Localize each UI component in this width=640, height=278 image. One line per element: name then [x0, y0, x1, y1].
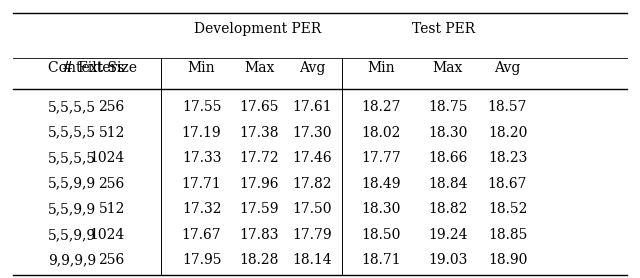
Text: 19.03: 19.03	[428, 254, 468, 267]
Text: 18.14: 18.14	[292, 254, 332, 267]
Text: 5,5,5,5: 5,5,5,5	[48, 151, 96, 165]
Text: 18.75: 18.75	[428, 100, 468, 114]
Text: 9,9,9,9: 9,9,9,9	[48, 254, 96, 267]
Text: 18.84: 18.84	[428, 177, 468, 191]
Text: 17.46: 17.46	[292, 151, 332, 165]
Text: 18.85: 18.85	[488, 228, 527, 242]
Text: 18.50: 18.50	[361, 228, 401, 242]
Text: 17.61: 17.61	[292, 100, 332, 114]
Text: 17.19: 17.19	[182, 126, 221, 140]
Text: 256: 256	[99, 254, 125, 267]
Text: 17.65: 17.65	[239, 100, 279, 114]
Text: 17.55: 17.55	[182, 100, 221, 114]
Text: 1024: 1024	[90, 228, 125, 242]
Text: Test PER: Test PER	[412, 22, 475, 36]
Text: 18.30: 18.30	[361, 202, 401, 216]
Text: 17.33: 17.33	[182, 151, 221, 165]
Text: 5,5,9,9: 5,5,9,9	[48, 177, 96, 191]
Text: 18.23: 18.23	[488, 151, 527, 165]
Text: 512: 512	[99, 202, 125, 216]
Text: 17.82: 17.82	[292, 177, 332, 191]
Text: 17.50: 17.50	[292, 202, 332, 216]
Text: 17.72: 17.72	[239, 151, 279, 165]
Text: 5,5,9,9: 5,5,9,9	[48, 202, 96, 216]
Text: 256: 256	[99, 177, 125, 191]
Text: 18.71: 18.71	[361, 254, 401, 267]
Text: 18.67: 18.67	[488, 177, 527, 191]
Text: 18.28: 18.28	[239, 254, 279, 267]
Text: Avg: Avg	[299, 61, 326, 75]
Text: Avg: Avg	[494, 61, 521, 75]
Text: 17.67: 17.67	[182, 228, 221, 242]
Text: 18.20: 18.20	[488, 126, 527, 140]
Text: 5,5,5,5: 5,5,5,5	[48, 126, 96, 140]
Text: Max: Max	[433, 61, 463, 75]
Text: 18.82: 18.82	[428, 202, 468, 216]
Text: 5,5,5,5: 5,5,5,5	[48, 100, 96, 114]
Text: 512: 512	[99, 126, 125, 140]
Text: 17.71: 17.71	[182, 177, 221, 191]
Text: Max: Max	[244, 61, 275, 75]
Text: Context Size: Context Size	[48, 61, 137, 75]
Text: 18.57: 18.57	[488, 100, 527, 114]
Text: 19.24: 19.24	[428, 228, 468, 242]
Text: # Filters: # Filters	[63, 61, 125, 75]
Text: 18.66: 18.66	[428, 151, 468, 165]
Text: 17.79: 17.79	[292, 228, 332, 242]
Text: 18.90: 18.90	[488, 254, 527, 267]
Text: Min: Min	[188, 61, 216, 75]
Text: 17.95: 17.95	[182, 254, 221, 267]
Text: 17.38: 17.38	[239, 126, 279, 140]
Text: Min: Min	[367, 61, 395, 75]
Text: 18.52: 18.52	[488, 202, 527, 216]
Text: 17.30: 17.30	[292, 126, 332, 140]
Text: 18.02: 18.02	[361, 126, 401, 140]
Text: 5,5,9,9: 5,5,9,9	[48, 228, 96, 242]
Text: 1024: 1024	[90, 151, 125, 165]
Text: 18.30: 18.30	[428, 126, 468, 140]
Text: 17.77: 17.77	[361, 151, 401, 165]
Text: 17.83: 17.83	[239, 228, 279, 242]
Text: 256: 256	[99, 100, 125, 114]
Text: 17.59: 17.59	[239, 202, 279, 216]
Text: Development PER: Development PER	[194, 22, 321, 36]
Text: 18.49: 18.49	[361, 177, 401, 191]
Text: 18.27: 18.27	[361, 100, 401, 114]
Text: 17.32: 17.32	[182, 202, 221, 216]
Text: 17.96: 17.96	[239, 177, 279, 191]
